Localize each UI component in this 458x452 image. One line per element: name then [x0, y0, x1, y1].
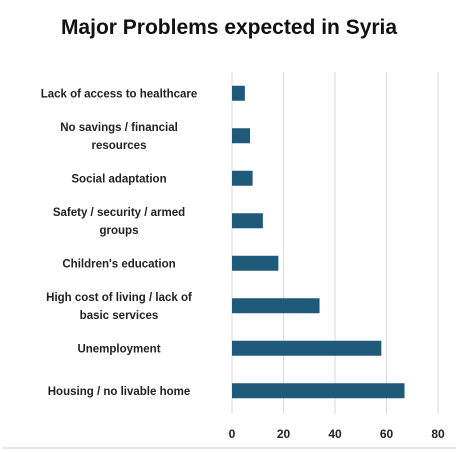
x-tick-label: 0 [229, 427, 236, 441]
bar [232, 170, 253, 186]
bar [232, 128, 251, 144]
category-label: Housing / no livable home [48, 386, 191, 398]
category-label-line: basic services [80, 310, 159, 322]
category-label: Lack of access to healthcare [41, 88, 198, 100]
x-tick-label: 20 [277, 427, 291, 441]
bar [232, 213, 263, 229]
category-label-line: Housing / no livable home [48, 386, 191, 398]
category-label: Children's education [62, 258, 175, 270]
bar [232, 340, 382, 356]
x-tick-label: 40 [328, 427, 342, 441]
category-label: Safety / security / armed groups [53, 207, 185, 237]
bar [232, 298, 320, 314]
category-label-line: Social adaptation [71, 173, 166, 185]
category-label-line: Lack of access to healthcare [41, 88, 198, 100]
category-label-line: groups [100, 225, 139, 237]
category-label-line: No savings / financial [60, 122, 178, 134]
category-label: Unemployment [77, 343, 160, 355]
category-label-line: resources [92, 140, 147, 152]
category-label: No savings / financial resources [60, 122, 178, 152]
bar [232, 383, 405, 399]
x-tick-label: 80 [431, 427, 445, 441]
bar [232, 85, 245, 101]
x-tick-label: 60 [380, 427, 394, 441]
category-label: Social adaptation [71, 173, 166, 185]
chart-title: Major Problems expected in Syria [60, 16, 398, 39]
category-label: High cost of living / lack of basic servi… [46, 292, 192, 322]
category-label-line: Unemployment [77, 343, 160, 355]
category-label-line: High cost of living / lack of [46, 292, 192, 304]
category-label-line: Children's education [62, 258, 175, 270]
bar [232, 255, 279, 271]
category-label-line: Safety / security / armed [53, 207, 185, 219]
